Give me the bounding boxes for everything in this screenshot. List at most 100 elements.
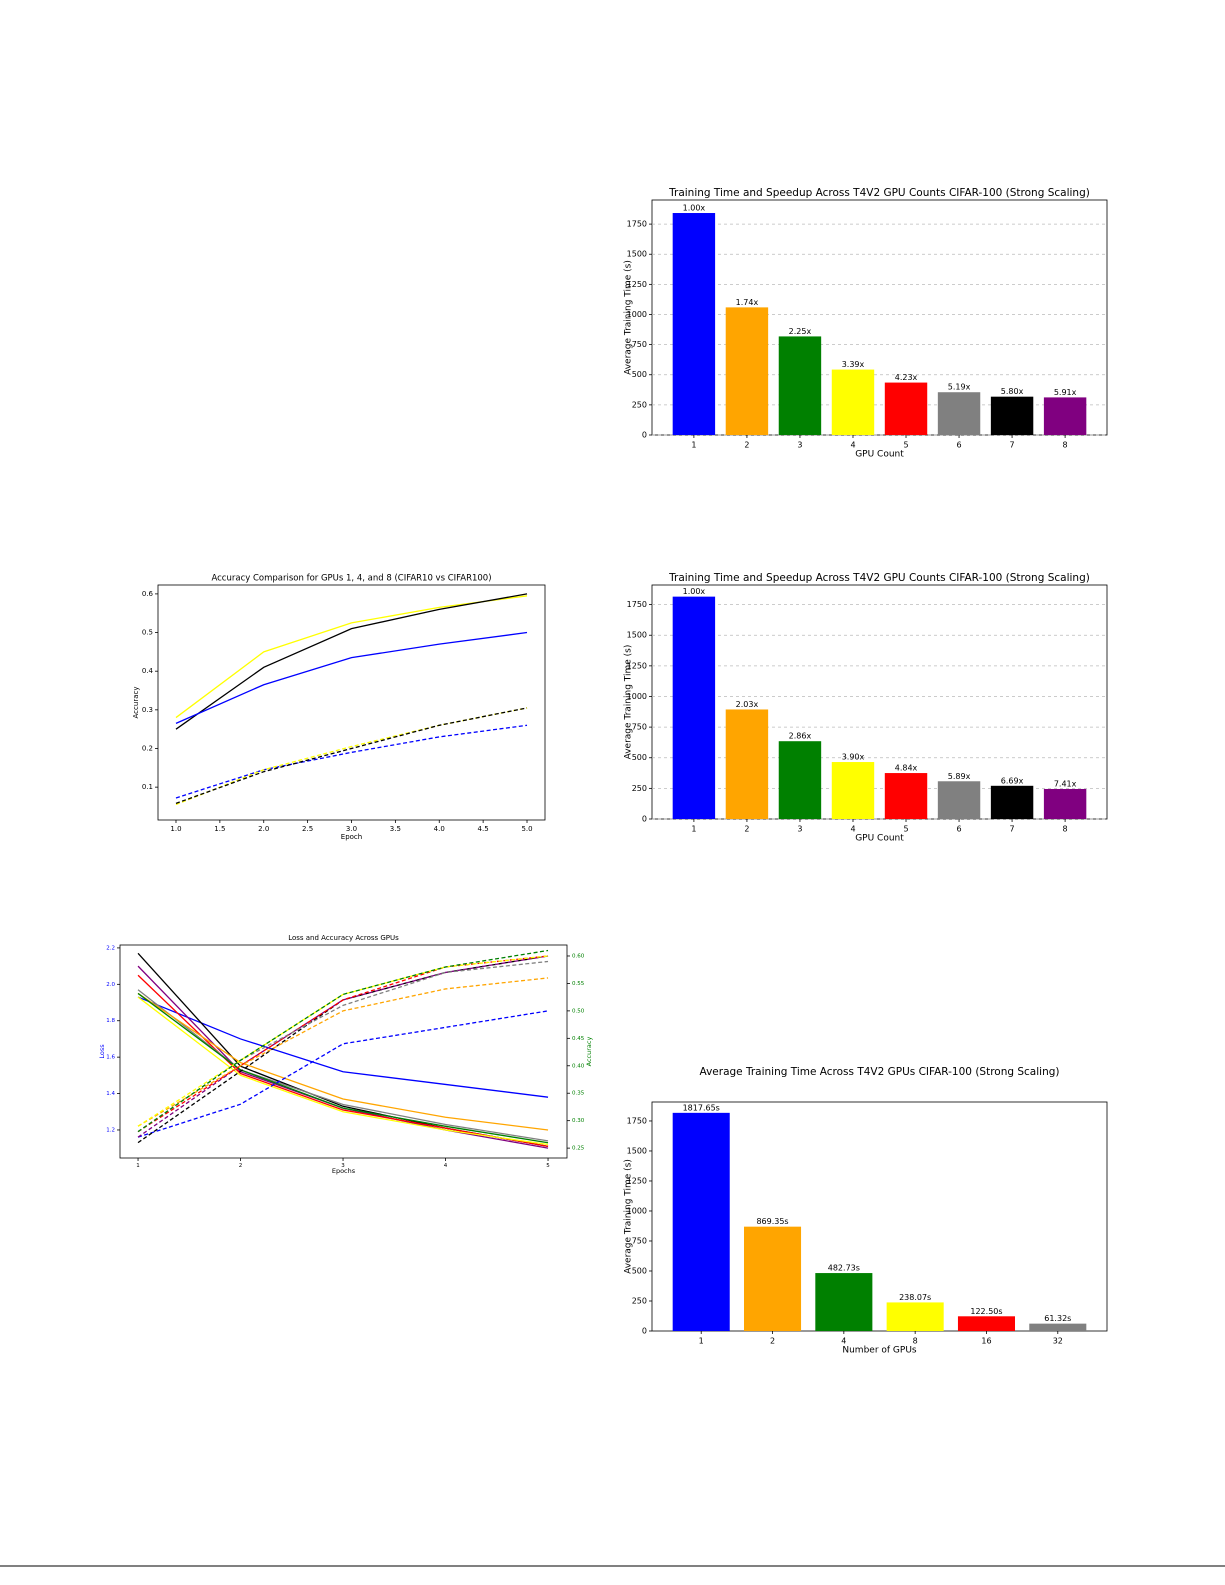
x-tick-label: 4.0	[434, 825, 445, 833]
series-line	[137, 960, 549, 1133]
x-tick-label: 2	[744, 441, 749, 450]
series-line	[175, 724, 528, 799]
bar-label: 5.91x	[1054, 388, 1077, 397]
bar-label: 1.74x	[736, 298, 759, 307]
bar	[990, 785, 1034, 819]
bar	[725, 307, 769, 435]
bar	[778, 336, 822, 435]
y-tick-label: 0	[642, 1327, 647, 1336]
y2-axis-label: Accuracy	[585, 1037, 593, 1067]
bar	[1043, 397, 1087, 435]
y-tick-label: 250	[632, 784, 647, 793]
bar-label: 1.00x	[683, 587, 706, 596]
series-line	[137, 996, 549, 1146]
x-tick-label: 32	[1053, 1337, 1063, 1346]
bar	[831, 369, 875, 435]
series-line	[175, 593, 528, 730]
bar	[937, 781, 981, 819]
x-tick-label: 5.0	[521, 825, 532, 833]
series-line	[137, 992, 549, 1131]
x-tick-label: 2	[770, 1337, 775, 1346]
x-tick-label: 1	[691, 825, 696, 834]
y2-tick-label: 0.40	[572, 1063, 585, 1069]
bar-label: 1817.65s	[683, 1103, 720, 1112]
x-tick-label: 1	[691, 441, 696, 450]
series-line	[137, 965, 549, 1149]
x-axis-label: Epoch	[341, 833, 362, 841]
bar	[990, 396, 1034, 435]
x-tick-label: 5	[903, 825, 908, 834]
series-line	[175, 631, 528, 724]
y-tick-label: 0.1	[142, 783, 153, 791]
bar	[1043, 788, 1087, 819]
x-tick-label: 1.5	[214, 825, 225, 833]
x-tick-label: 3	[341, 1163, 345, 1169]
x-tick-label: 1	[136, 1163, 140, 1169]
y2-tick-label: 0.30	[572, 1118, 585, 1124]
y-axis-label: Loss	[98, 1044, 106, 1059]
y-tick-label: 0.2	[142, 744, 153, 752]
series-line	[175, 595, 528, 719]
x-tick-label: 6	[956, 441, 961, 450]
bar	[672, 1112, 730, 1331]
x-axis-label: GPU Count	[855, 834, 904, 844]
y-tick-label: 1000	[627, 310, 647, 319]
y-tick-label: 1.2	[106, 1127, 115, 1133]
bar-label: 61.32s	[1044, 1314, 1071, 1323]
series-line	[137, 952, 549, 1147]
y2-tick-label: 0.60	[572, 953, 585, 959]
y2-tick-label: 0.45	[572, 1036, 585, 1042]
y-tick-label: 1000	[627, 1206, 647, 1215]
y-tick-label: 0.3	[142, 706, 153, 714]
bar-label: 3.90x	[842, 753, 865, 762]
y-axis-label: Average Training Time (s)	[624, 645, 634, 760]
x-tick-label: 16	[981, 1337, 991, 1346]
x-tick-label: 3	[797, 441, 802, 450]
y-tick-label: 1500	[627, 1146, 647, 1155]
chart-title: Training Time and Speedup Across T4V2 GP…	[668, 572, 1090, 584]
x-tick-label: 4	[841, 1337, 846, 1346]
x-tick-label: 4	[850, 441, 855, 450]
series-line	[175, 707, 528, 804]
y-tick-label: 1.6	[106, 1055, 115, 1061]
bar	[884, 773, 928, 819]
bar	[815, 1273, 873, 1331]
bar	[884, 382, 928, 435]
x-tick-label: 4.5	[478, 825, 489, 833]
y-tick-label: 2.0	[106, 982, 115, 988]
x-axis-label: Number of GPUs	[842, 1346, 917, 1356]
x-tick-label: 2	[744, 825, 749, 834]
bar-label: 7.41x	[1054, 779, 1077, 788]
plot-frame	[651, 584, 1108, 820]
y2-tick-label: 0.50	[572, 1008, 585, 1014]
y-tick-label: 0.5	[142, 629, 153, 637]
bar	[743, 1226, 802, 1331]
y-tick-label: 0.6	[142, 590, 154, 598]
bar-label: 869.35s	[756, 1217, 788, 1226]
x-tick-label: 3	[797, 825, 802, 834]
y-tick-label: 0	[642, 431, 647, 440]
x-tick-label: 4	[444, 1163, 448, 1169]
y-tick-label: 1750	[627, 1116, 647, 1125]
x-tick-label: 7	[1010, 825, 1015, 834]
series-line	[175, 707, 528, 806]
y-tick-label: 1.8	[106, 1018, 115, 1024]
bar-label: 5.19x	[948, 383, 971, 392]
y2-tick-label: 0.55	[572, 981, 585, 987]
y-tick-label: 500	[632, 370, 647, 379]
plot-frame	[651, 199, 1108, 436]
y2-tick-label: 0.25	[572, 1146, 585, 1152]
plot-frame	[119, 944, 568, 1159]
series-line	[137, 949, 549, 1133]
bar	[725, 709, 769, 819]
y-tick-label: 0	[642, 815, 647, 824]
bar-label: 1.00x	[683, 204, 706, 213]
y-axis-label: Average Training Time (s)	[624, 260, 634, 375]
series-line	[137, 1010, 549, 1138]
bar-label: 5.80x	[1001, 387, 1024, 396]
x-tick-label: 7	[1010, 441, 1015, 450]
bar-label: 2.03x	[736, 700, 759, 709]
y-tick-label: 1250	[627, 280, 647, 289]
x-tick-label: 8	[1063, 825, 1068, 834]
